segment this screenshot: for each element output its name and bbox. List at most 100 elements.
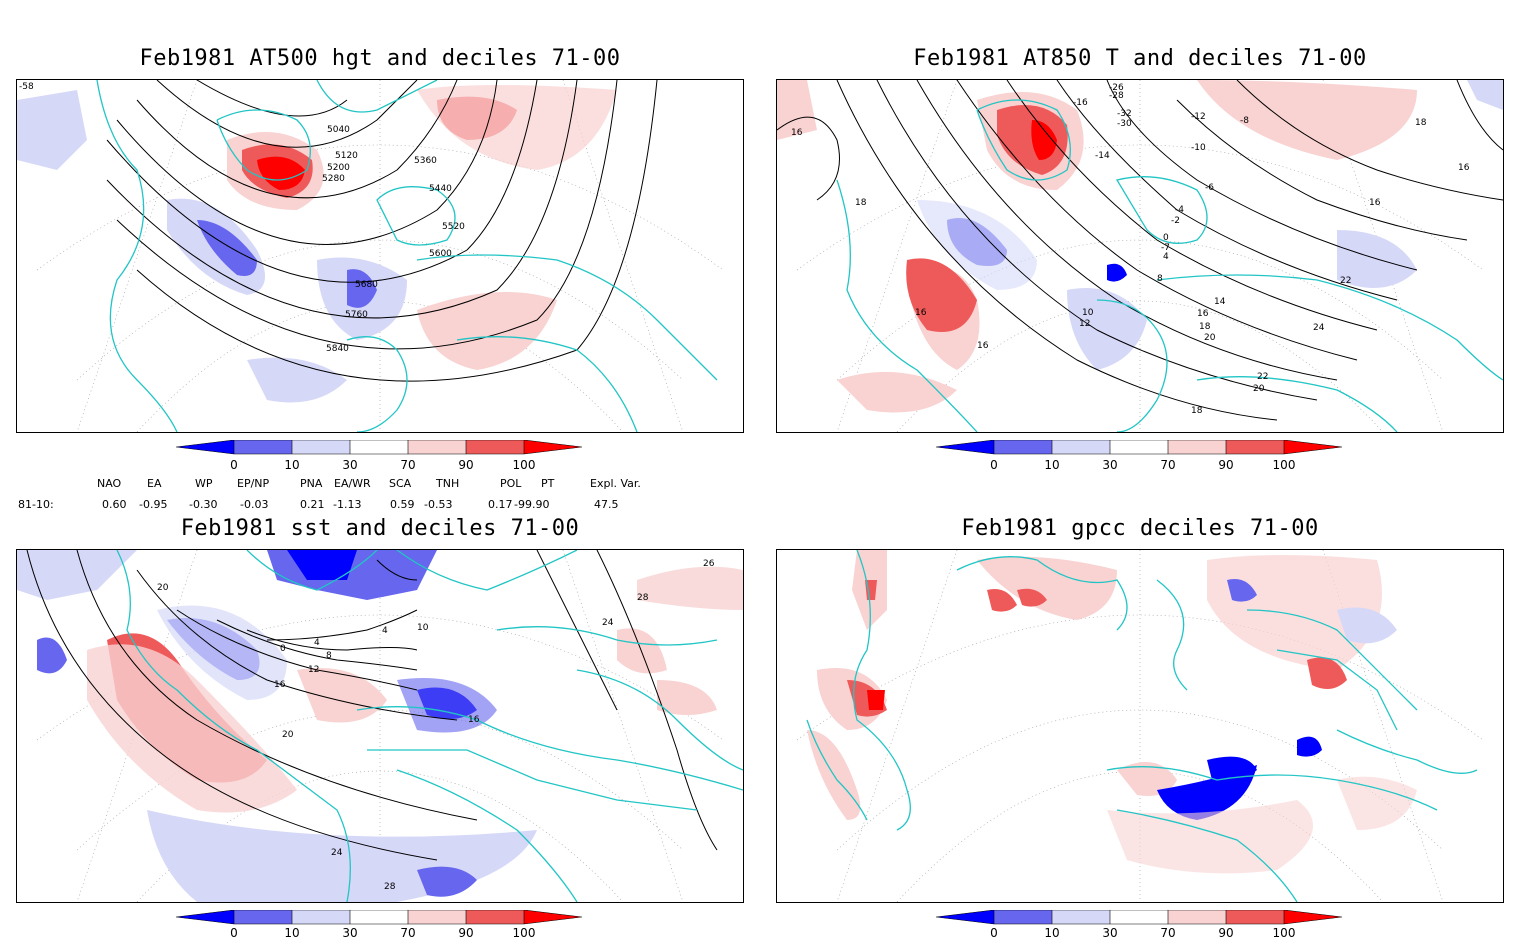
index-header-nao: NAO [97, 477, 122, 490]
colorbar-at500: 0 10 30 70 90 100 [175, 439, 596, 474]
index-header-pt: PT [541, 477, 555, 490]
map-panel-at850: 16 18 16 16 -26 -28 -30 -32 -16 -12 -8 -… [776, 79, 1504, 433]
panel-title-at850: Feb1981 AT850 T and deciles 71-00 [913, 46, 1367, 71]
contour-label: 8 [326, 651, 332, 661]
map-panel-sst: 20 0 4 8 12 16 20 24 28 24 28 4 16 10 26 [16, 549, 744, 903]
index-value-wp: -0.30 [189, 498, 218, 511]
colorbar-label: 0 [230, 926, 238, 940]
index-value-epnp: -0.03 [240, 498, 269, 511]
contour-label: 20 [1204, 333, 1216, 343]
contour-label: 26 [703, 559, 715, 569]
index-value-expl-var: 47.5 [594, 498, 619, 511]
decile-shading [17, 85, 617, 403]
colorbar-swatches [175, 909, 583, 925]
contour-label: 28 [637, 593, 649, 603]
contour-label: 10 [1082, 308, 1094, 318]
map-gpcc [796, 550, 1484, 902]
contour-label: 5760 [345, 310, 368, 320]
contour-label: 10 [417, 623, 429, 633]
contour-label: 5680 [355, 280, 378, 290]
colorbar-label: 90 [1218, 926, 1234, 940]
contour-label: 18 [1199, 322, 1211, 332]
colorbar-label: 30 [1102, 926, 1118, 940]
panel-title-at500: Feb1981 AT500 hgt and deciles 71-00 [139, 46, 621, 71]
colorbar-label: 100 [512, 458, 536, 472]
contour-label: 16 [1458, 163, 1470, 173]
colorbar-label: 100 [1272, 926, 1296, 940]
height-contours [106, 80, 658, 382]
colorbar-at850: 0 10 30 70 90 100 [935, 439, 1356, 474]
colorbar-label: 90 [458, 458, 474, 472]
index-value-sca: 0.59 [390, 498, 415, 511]
index-header-ea: EA [147, 477, 162, 490]
contour-label: 24 [331, 848, 343, 858]
contour-label: -12 [1191, 112, 1206, 122]
contour-label: 22 [1340, 276, 1351, 286]
contour-label: 20 [157, 583, 169, 593]
panel-title-sst: Feb1981 sst and deciles 71-00 [180, 516, 580, 541]
contour-label: 16 [1369, 198, 1381, 208]
grid-lines [796, 80, 1484, 432]
index-value-tnh: -0.53 [424, 498, 453, 511]
index-value-pol: 0.17 [488, 498, 513, 511]
contour-label: 4 [1163, 252, 1169, 262]
contour-label: 16 [274, 680, 286, 690]
contour-label: 24 [602, 618, 614, 628]
colorbar-label: 10 [284, 458, 300, 472]
index-header-expl-var: Expl. Var. [590, 477, 641, 490]
coastlines [116, 550, 743, 902]
contour-label: 0 [1163, 233, 1169, 243]
contour-label: -7 [1161, 243, 1170, 253]
colorbar-swatches [935, 439, 1343, 455]
contour-label: 20 [282, 730, 294, 740]
decile-shading [17, 550, 743, 902]
contour-label: 5360 [414, 156, 437, 166]
colorbar-gpcc: 0 10 30 70 90 100 [935, 909, 1356, 944]
colorbar-label: 70 [400, 458, 416, 472]
colorbar-label: 30 [342, 458, 358, 472]
contour-label: -58 [19, 82, 34, 92]
contour-label: 12 [1079, 319, 1090, 329]
coastlines [836, 99, 1503, 432]
colorbar-label: 10 [1044, 926, 1060, 940]
index-value-eawr: -1.13 [333, 498, 362, 511]
decile-shading [777, 80, 1503, 413]
contour-label: 16 [977, 341, 989, 351]
contour-label: 5040 [327, 125, 350, 135]
index-header-pol: POL [500, 477, 522, 490]
contour-label: -2 [1171, 216, 1180, 226]
contour-label: -32 [1117, 109, 1132, 119]
contour-label: -26 [1109, 83, 1124, 93]
grid-lines [36, 80, 724, 432]
colorbar-label: 0 [990, 926, 998, 940]
index-value-ea: -0.95 [139, 498, 168, 511]
index-row-label: 81-10: [18, 498, 54, 511]
contour-label: 18 [1191, 406, 1203, 416]
contour-label: -16 [1073, 98, 1088, 108]
contour-label: 12 [308, 665, 319, 675]
colorbar-label: 70 [1160, 458, 1176, 472]
index-header-epnp: EP/NP [237, 477, 270, 490]
contour-label: 5600 [429, 249, 452, 259]
contour-label: 5440 [429, 184, 452, 194]
contour-label: -4 [1175, 205, 1184, 215]
contour-label: -6 [1205, 183, 1214, 193]
contour-label: -10 [1191, 143, 1206, 153]
index-header-eawr: EA/WR [334, 477, 371, 490]
contour-label: 5200 [327, 163, 350, 173]
map-panel-gpcc [776, 549, 1504, 903]
temperature-contours [777, 80, 1503, 421]
index-value-pt: -99.90 [514, 498, 550, 511]
contour-label: 5520 [442, 222, 465, 232]
sst-contours [26, 550, 718, 861]
contour-label: 16 [1197, 309, 1209, 319]
contour-label: 22 [1257, 372, 1268, 382]
panel-title-gpcc: Feb1981 gpcc deciles 71-00 [961, 516, 1319, 541]
contour-label: 5280 [322, 174, 345, 184]
index-header-sca: SCA [389, 477, 412, 490]
colorbar-swatches [935, 909, 1343, 925]
contour-label: 16 [791, 128, 803, 138]
contour-label: -14 [1095, 151, 1110, 161]
index-value-nao: 0.60 [102, 498, 127, 511]
contour-label: -30 [1117, 119, 1132, 129]
